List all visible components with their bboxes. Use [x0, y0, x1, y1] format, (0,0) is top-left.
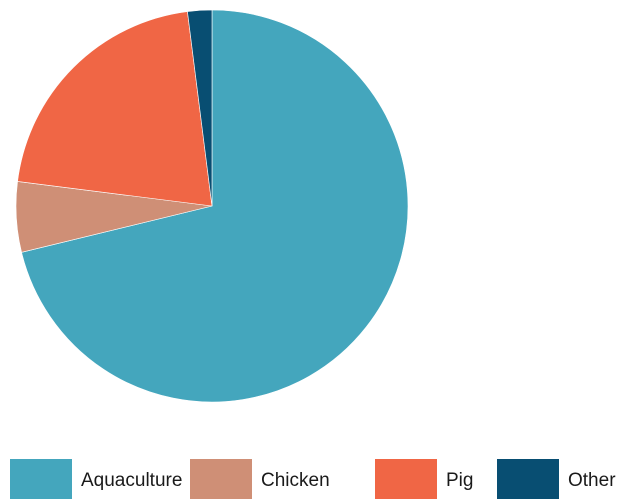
legend-swatch-other: [497, 459, 559, 499]
legend-item-aquaculture: Aquaculture: [10, 459, 182, 499]
legend-swatch-pig: [375, 459, 437, 499]
legend-item-other: Other: [497, 459, 616, 499]
legend-label-other: Other: [568, 470, 616, 491]
legend: Aquaculture Chicken Pig Other: [10, 459, 616, 499]
pie-slice-aquaculture: [21, 9, 409, 403]
legend-swatch-chicken: [190, 459, 252, 499]
legend-item-chicken: Chicken: [190, 459, 330, 499]
pie-slice-other: [187, 9, 213, 207]
pie-slice-pig: [17, 11, 213, 207]
legend-label-pig: Pig: [446, 470, 473, 491]
legend-item-pig: Pig: [375, 459, 473, 499]
legend-label-chicken: Chicken: [261, 470, 330, 491]
legend-swatch-aquaculture: [10, 459, 72, 499]
legend-label-aquaculture: Aquaculture: [81, 470, 182, 491]
pie-slices: [15, 9, 409, 403]
